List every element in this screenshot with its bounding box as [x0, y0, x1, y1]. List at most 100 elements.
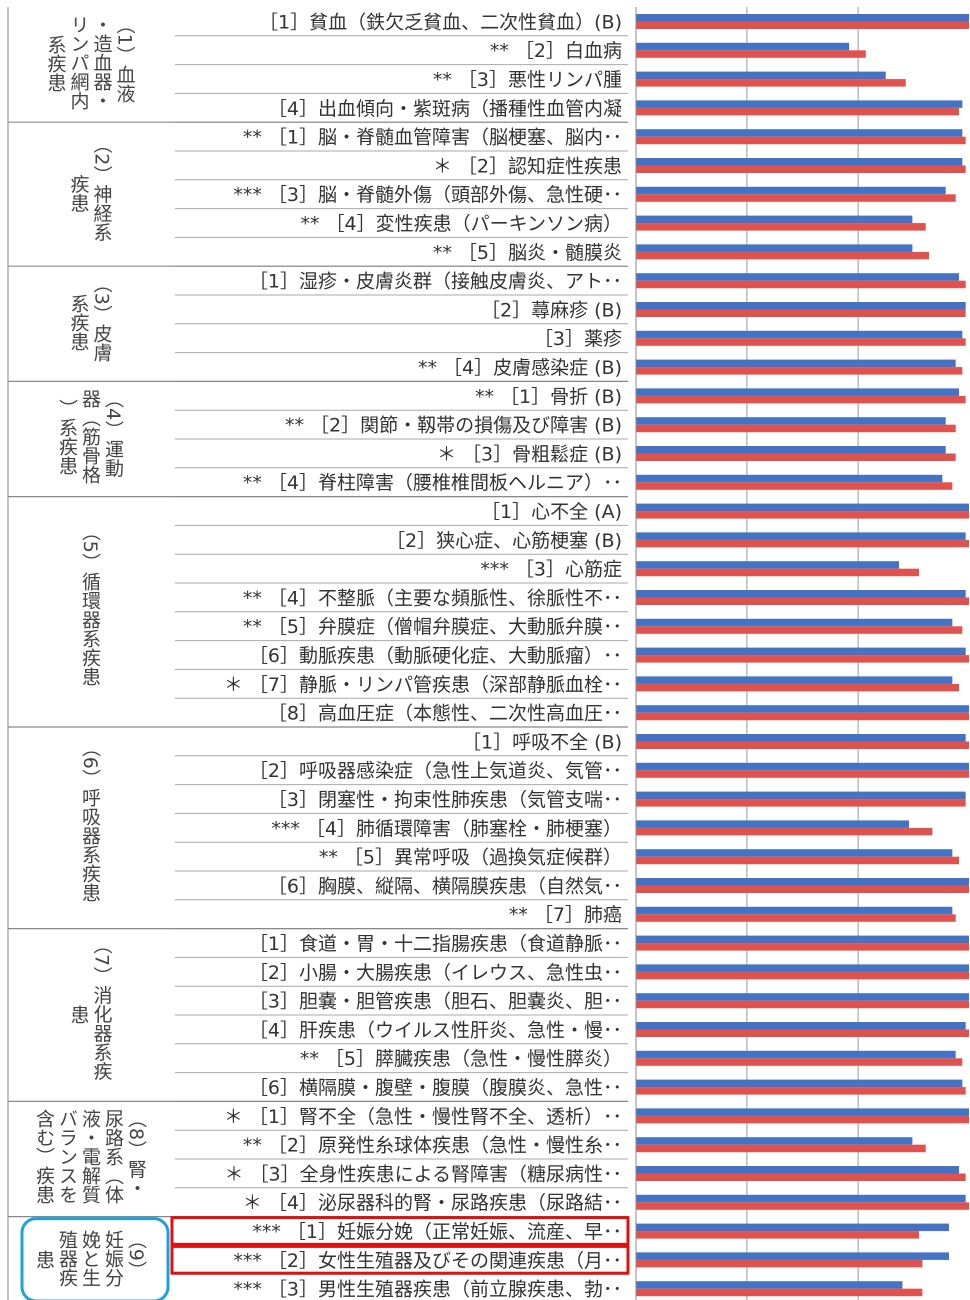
- row-label: ** ［5］弁膜症（僧帽弁膜症、大動脈弁膜･･: [243, 616, 622, 638]
- row-label: ** ［4］脊柱障害（腰椎椎間板ヘルニア）･･: [243, 472, 622, 494]
- bar-blue: [636, 734, 966, 742]
- bar-blue: [636, 1108, 969, 1116]
- bar-red: [636, 568, 920, 577]
- group-label: 娩と生: [79, 1230, 101, 1287]
- bar-red: [636, 453, 956, 461]
- group-label: ）系疾患: [56, 399, 78, 475]
- group-label: （1）血液: [114, 15, 136, 103]
- bar-red: [636, 395, 966, 404]
- row-label: ** ［2］白血病: [490, 40, 622, 62]
- row-label: ［3］薬疹: [534, 328, 622, 350]
- bar-red: [636, 1288, 923, 1297]
- bar-blue: [636, 417, 946, 425]
- row-label: ** ［5］異常呼吸（過換気症候群）: [319, 847, 622, 869]
- row-label: ** ［5］膵臓疾患（急性・慢性膵炎）: [300, 1048, 622, 1070]
- bar-blue: [636, 532, 966, 540]
- bar-red: [636, 1058, 963, 1066]
- bar-blue: [636, 1079, 963, 1088]
- bar-blue: [636, 42, 850, 51]
- bar-blue: [636, 100, 963, 108]
- bar-blue: [636, 446, 946, 454]
- row-label: *** ［3］心筋症: [480, 559, 622, 581]
- bar-red: [636, 943, 969, 951]
- bar-blue: [636, 1252, 950, 1260]
- row-label: ＊ ［7］静脈・リンパ管疾患（深部静脈血栓･･: [224, 674, 622, 696]
- bar-blue: [636, 1223, 950, 1232]
- bar-red: [636, 107, 960, 116]
- row-label: ＊ ［2］認知症性疾患: [433, 155, 622, 177]
- row-label: ［2］小腸・大腸疾患（イレウス、急性虫･･: [249, 962, 622, 984]
- group-label: （8）腎・: [125, 1109, 147, 1197]
- highlight-box: [170, 1216, 630, 1246]
- bar-red: [636, 885, 969, 893]
- group-label: 患: [68, 1005, 90, 1024]
- bar-blue: [636, 330, 963, 339]
- row-label: *** ［4］肺循環障害（肺塞栓・肺梗塞）: [271, 818, 622, 840]
- row-label: ［1］食道・胃・十二指腸疾患（食道静脈･･: [249, 933, 622, 955]
- bar-red: [636, 827, 933, 836]
- row-label: ** ［1］脳・脊髄血管障害（脳梗塞、脳内･･: [243, 127, 622, 149]
- row-label: ［1］湿疹・皮膚炎群（接触皮膚炎、アト･･: [249, 271, 622, 293]
- group-highlight-box: [20, 1217, 170, 1300]
- bar-red: [636, 1144, 926, 1153]
- bar-red: [636, 251, 930, 260]
- bar-blue: [636, 820, 910, 828]
- bar-red: [636, 309, 966, 317]
- row-label: ** ［2］原発性糸球体疾患（急性・慢性糸･･: [243, 1135, 622, 1157]
- bar-blue: [636, 71, 886, 80]
- bar-red: [636, 21, 969, 29]
- bar-blue: [636, 762, 969, 771]
- bar-blue: [636, 964, 969, 972]
- row-label: ** ［1］骨折 (B): [475, 386, 622, 408]
- bar-blue: [636, 14, 969, 22]
- bar-blue: [636, 244, 913, 252]
- group-label: 殖器疾: [56, 1230, 78, 1287]
- group-label: 疾患: [68, 174, 90, 212]
- bar-blue: [636, 878, 969, 886]
- bar-blue: [636, 1022, 966, 1030]
- row-label: ［8］高血圧症（本態性、二次性高血圧･･: [268, 703, 622, 725]
- group-label: 系疾患: [68, 294, 90, 351]
- bar-red: [636, 914, 956, 922]
- row-label: ［3］胆嚢・胆管疾患（胆石、胆嚢炎、胆･･: [249, 991, 622, 1013]
- bar-red: [636, 511, 969, 519]
- row-label: ** ［4］皮膚感染症 (B): [418, 357, 622, 379]
- bar-red: [636, 1231, 920, 1239]
- row-label: ＊ ［3］全身性疾患による腎障害（糖尿病性･･: [224, 1163, 622, 1185]
- bar-red: [636, 741, 969, 749]
- bar-red: [636, 165, 966, 173]
- bar-red: [636, 856, 960, 865]
- bar-blue: [636, 302, 966, 310]
- bar-blue: [636, 618, 953, 627]
- row-label: ［4］出血傾向・紫斑病（播種性血管内凝: [268, 98, 622, 120]
- group-label: 妊娠分: [102, 1230, 124, 1287]
- group-label: 患: [33, 1250, 55, 1269]
- bar-red: [636, 482, 953, 490]
- bar-red: [636, 539, 969, 548]
- row-label: ** ［3］悪性リンパ腫: [433, 69, 622, 91]
- group-label: 尿路系（体: [102, 1109, 124, 1204]
- bar-blue: [636, 503, 969, 512]
- bar-red: [636, 1087, 966, 1095]
- row-label: *** ［3］男性生殖器疾患（前立腺疾患、勃･･: [233, 1279, 622, 1300]
- group-label: 液・電解質: [79, 1109, 101, 1204]
- group-label: 器（筋骨格: [79, 389, 101, 484]
- bar-red: [636, 136, 966, 145]
- row-label: ＊ ［3］骨粗鬆症 (B): [437, 443, 622, 465]
- bar-red: [636, 799, 966, 807]
- row-label: ［1］呼吸不全 (B): [462, 731, 622, 753]
- bar-red: [636, 1202, 969, 1210]
- bar-red: [636, 1115, 969, 1124]
- group-label: （4）運動: [102, 389, 124, 477]
- bar-red: [636, 1173, 966, 1181]
- bar-blue: [636, 993, 969, 1001]
- group-label: 含む）疾患: [33, 1109, 55, 1204]
- group-label: （6）呼吸器系疾患: [79, 738, 101, 902]
- group-label: バランスを: [56, 1109, 78, 1204]
- bar-blue: [636, 1137, 913, 1145]
- row-label: ［1］貧血（鉄欠乏貧血、二次性貧血）(B): [259, 11, 622, 33]
- bar-blue: [636, 1050, 956, 1059]
- bar-blue: [636, 1281, 903, 1289]
- bar-red: [636, 280, 966, 289]
